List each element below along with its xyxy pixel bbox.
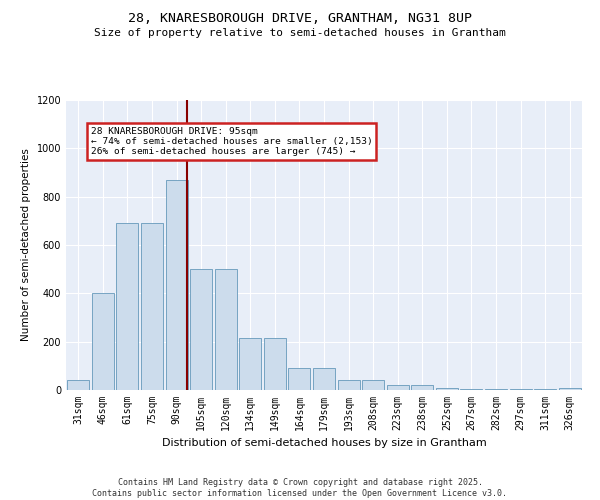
- Bar: [362, 380, 384, 390]
- Bar: [67, 380, 89, 390]
- Text: 28 KNARESBOROUGH DRIVE: 95sqm
← 74% of semi-detached houses are smaller (2,153)
: 28 KNARESBOROUGH DRIVE: 95sqm ← 74% of s…: [91, 126, 373, 156]
- Text: Contains HM Land Registry data © Crown copyright and database right 2025.
Contai: Contains HM Land Registry data © Crown c…: [92, 478, 508, 498]
- Bar: [239, 338, 262, 390]
- Bar: [338, 380, 359, 390]
- Bar: [190, 269, 212, 390]
- Y-axis label: Number of semi-detached properties: Number of semi-detached properties: [21, 148, 31, 342]
- Bar: [460, 389, 482, 390]
- X-axis label: Distribution of semi-detached houses by size in Grantham: Distribution of semi-detached houses by …: [161, 438, 487, 448]
- Bar: [411, 385, 433, 390]
- Bar: [534, 389, 556, 390]
- Bar: [92, 294, 114, 390]
- Bar: [166, 180, 188, 390]
- Bar: [386, 385, 409, 390]
- Bar: [141, 223, 163, 390]
- Bar: [313, 368, 335, 390]
- Text: 28, KNARESBOROUGH DRIVE, GRANTHAM, NG31 8UP: 28, KNARESBOROUGH DRIVE, GRANTHAM, NG31 …: [128, 12, 472, 26]
- Text: Size of property relative to semi-detached houses in Grantham: Size of property relative to semi-detach…: [94, 28, 506, 38]
- Bar: [436, 388, 458, 390]
- Bar: [559, 388, 581, 390]
- Bar: [264, 338, 286, 390]
- Bar: [116, 223, 139, 390]
- Bar: [485, 389, 507, 390]
- Bar: [289, 368, 310, 390]
- Bar: [509, 389, 532, 390]
- Bar: [215, 269, 237, 390]
